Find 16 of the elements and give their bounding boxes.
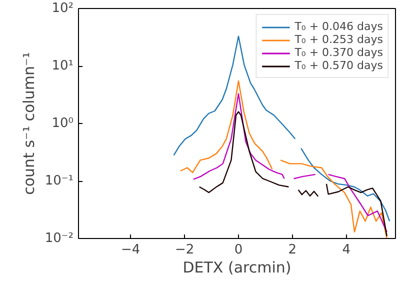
x-tick-label: 2 — [288, 242, 297, 258]
y-tick-label: 10⁻² — [44, 231, 74, 246]
legend-label: T₀ + 0.046 days — [294, 20, 383, 33]
legend-label: T₀ + 0.370 days — [294, 46, 383, 59]
x-tick-label: −4 — [120, 242, 140, 258]
x-tick-label: −2 — [174, 242, 194, 258]
x-tick-label: 0 — [234, 242, 243, 258]
y-tick-label: 10⁻¹ — [44, 174, 74, 188]
y-tick-label: 10² — [52, 1, 74, 16]
y-axis-title: count s⁻¹ column⁻¹ — [20, 52, 38, 195]
x-axis-title: DETX (arcmin) — [182, 258, 292, 276]
legend-label: T₀ + 0.253 days — [294, 33, 383, 46]
legend-label: T₀ + 0.570 days — [294, 59, 383, 72]
y-tick-label: 10⁰ — [52, 116, 74, 131]
x-tick-label: 4 — [342, 242, 351, 258]
y-tick-label: 10¹ — [52, 58, 74, 74]
